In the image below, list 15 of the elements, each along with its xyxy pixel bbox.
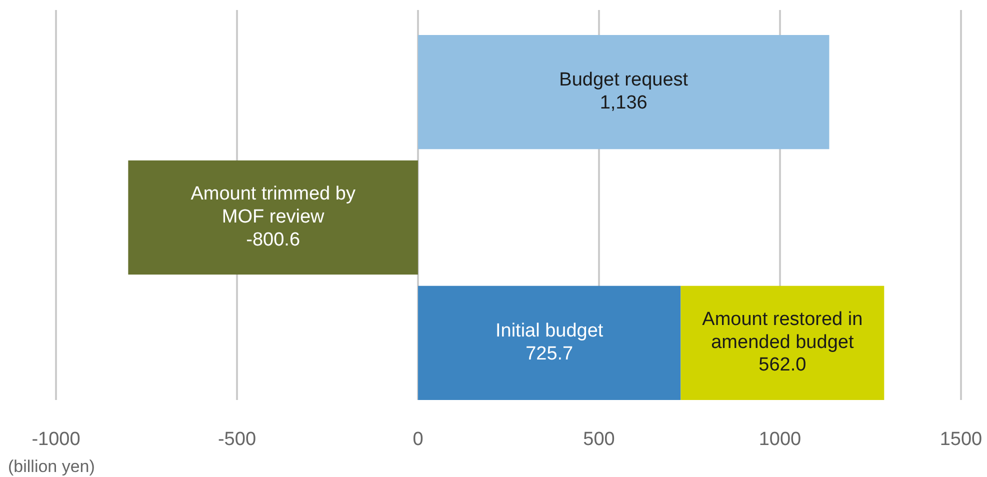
- series-label: Initial budget: [495, 320, 604, 342]
- x-tick-label: -500: [218, 429, 256, 450]
- x-tick-label: -1000: [32, 429, 80, 450]
- data-label: -800.6: [246, 229, 300, 250]
- x-axis-title: (billion yen): [8, 457, 95, 476]
- x-tick-label: 1000: [758, 429, 802, 450]
- x-tick-label: 0: [412, 429, 424, 450]
- series-label: Amount trimmed by MOF review: [190, 184, 356, 228]
- series-label: Amount restored in amended budget: [702, 309, 863, 353]
- data-label: 1,136: [600, 92, 648, 114]
- data-label: 725.7: [526, 343, 574, 364]
- series-label: Budget request: [559, 70, 689, 91]
- data-label: 562.0: [758, 354, 806, 376]
- x-tick-label: 500: [583, 429, 615, 450]
- x-tick-label: 1500: [940, 429, 982, 450]
